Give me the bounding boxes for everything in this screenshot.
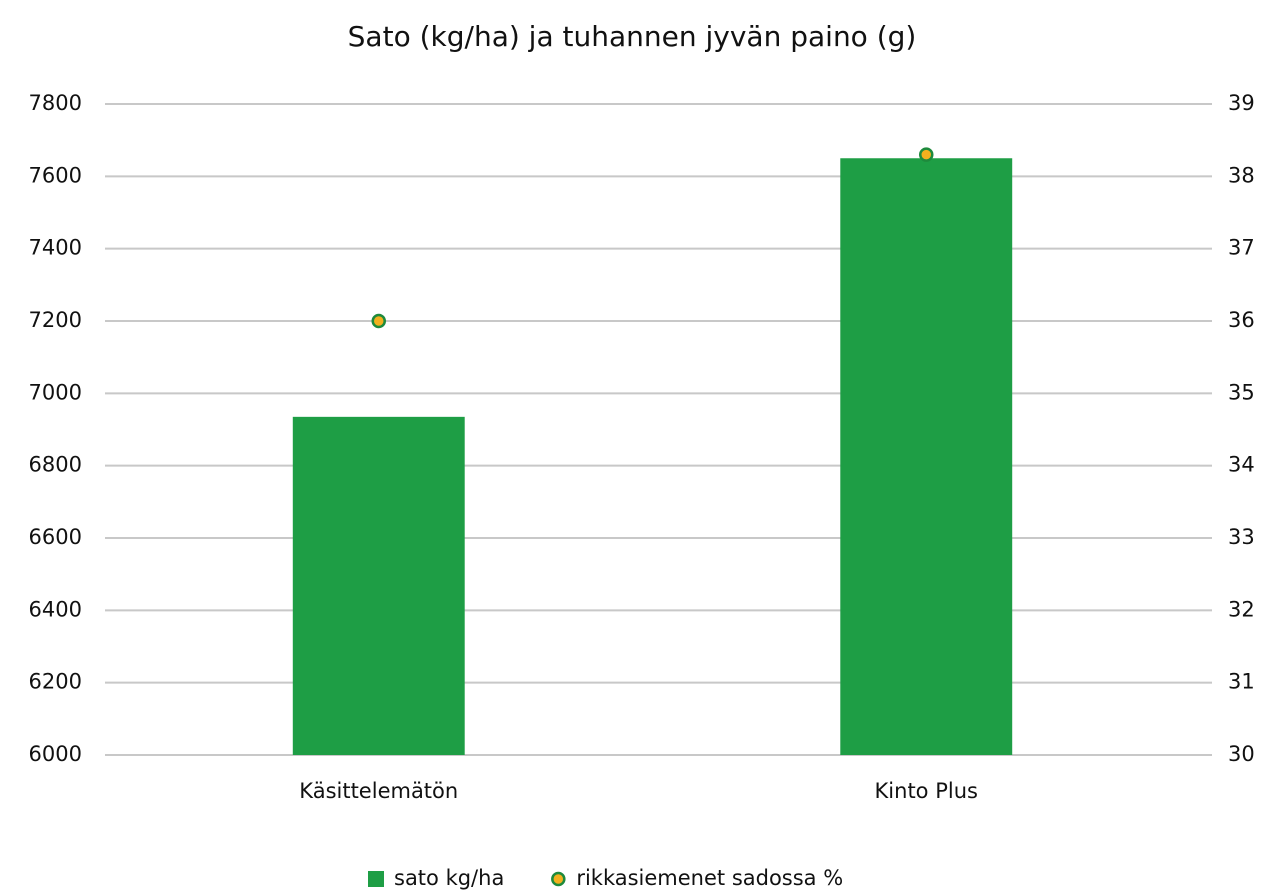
x-tick-label: Kinto Plus bbox=[875, 779, 978, 803]
legend-swatch bbox=[368, 871, 384, 887]
y-tick-label: 6400 bbox=[29, 597, 82, 621]
y-tick-label: 7400 bbox=[29, 236, 82, 260]
y-tick-label: 7200 bbox=[29, 308, 82, 332]
y-tick-label: 7000 bbox=[29, 380, 82, 404]
y2-tick-label: 32 bbox=[1228, 597, 1255, 621]
y-tick-label: 6800 bbox=[29, 453, 82, 477]
y-tick-label: 7600 bbox=[29, 163, 82, 187]
y-tick-label: 6200 bbox=[29, 670, 82, 694]
chart-title: Sato (kg/ha) ja tuhannen jyvän paino (g) bbox=[348, 20, 917, 53]
legend-swatch bbox=[551, 871, 566, 887]
y2-tick-label: 30 bbox=[1228, 742, 1255, 766]
legend-label: sato kg/ha bbox=[394, 866, 504, 890]
y2-tick-label: 33 bbox=[1228, 525, 1255, 549]
x-tick-label: Käsittelemätön bbox=[299, 779, 458, 803]
y2-tick-label: 37 bbox=[1228, 236, 1255, 260]
legend-label: rikkasiemenet sadossa % bbox=[576, 866, 843, 890]
y2-tick-label: 39 bbox=[1228, 91, 1255, 115]
bar bbox=[840, 158, 1013, 755]
y-tick-label: 6600 bbox=[29, 525, 82, 549]
y2-tick-label: 38 bbox=[1228, 163, 1255, 187]
y2-tick-label: 35 bbox=[1228, 380, 1255, 404]
y2-tick-label: 31 bbox=[1228, 670, 1255, 694]
y-tick-label: 7800 bbox=[29, 91, 82, 115]
point bbox=[919, 147, 934, 162]
y2-tick-label: 34 bbox=[1228, 453, 1255, 477]
y2-tick-label: 36 bbox=[1228, 308, 1255, 332]
point bbox=[371, 313, 386, 329]
y-tick-label: 6000 bbox=[29, 742, 82, 766]
bar bbox=[292, 416, 465, 755]
